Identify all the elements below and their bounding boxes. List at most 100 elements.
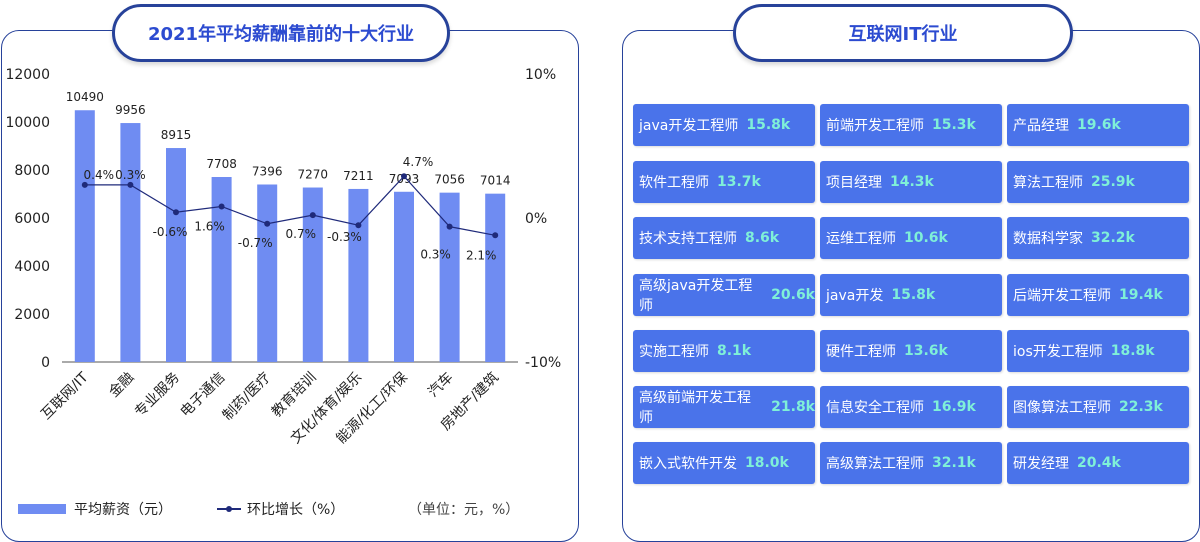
job-name: 运维工程师: [826, 231, 896, 247]
bar: [120, 123, 141, 362]
job-name: 嵌入式软件开发: [639, 456, 737, 472]
bar: [257, 184, 278, 362]
job-salary: 8.6k: [745, 230, 780, 246]
growth-value-label: 1.6%: [194, 219, 225, 233]
growth-point: [401, 173, 407, 180]
job-salary: 18.0k: [745, 455, 789, 471]
growth-point: [81, 181, 88, 188]
bar-value-label: 7270: [298, 168, 329, 182]
job-card: 数据科学家 32.2k: [1007, 217, 1189, 259]
job-salary: 13.6k: [904, 343, 948, 359]
job-salary: 13.7k: [717, 174, 761, 190]
legend-line-swatch: [217, 506, 241, 512]
growth-value-label: 2.1%: [466, 248, 497, 262]
growth-point: [492, 232, 499, 239]
job-card: java开发 15.8k: [820, 274, 1002, 316]
job-card: 运维工程师 10.6k: [820, 217, 1002, 259]
job-name: 高级算法工程师: [826, 456, 924, 472]
growth-point: [218, 203, 225, 210]
y-tick-label: 8000: [14, 163, 50, 179]
job-salary: 15.3k: [932, 117, 976, 133]
growth-point: [264, 220, 271, 227]
job-name: java开发: [826, 288, 884, 304]
job-salary: 20.4k: [1077, 455, 1121, 471]
growth-value-label: -0.7%: [238, 236, 273, 250]
job-salary: 14.3k: [890, 174, 934, 190]
job-salary: 10.6k: [904, 230, 948, 246]
y-tick-label: 10000: [5, 115, 50, 131]
it-jobs-title: 互联网IT行业: [733, 4, 1073, 62]
job-card: 实施工程师 8.1k: [633, 330, 815, 372]
job-name: 前端开发工程师: [826, 118, 924, 134]
y-tick-label: 6000: [14, 211, 50, 227]
job-name: 实施工程师: [639, 344, 709, 360]
bar: [211, 177, 232, 362]
job-salary: 8.1k: [717, 343, 752, 359]
legend-bar-swatch: [18, 504, 66, 514]
job-salary: 32.2k: [1091, 230, 1135, 246]
job-card: 嵌入式软件开发 18.0k: [633, 442, 815, 484]
job-name: 硬件工程师: [826, 344, 896, 360]
job-name: 数据科学家: [1013, 231, 1083, 247]
y-tick-label: 12000: [5, 67, 50, 83]
bar: [439, 192, 460, 362]
growth-value-label: 0.3%: [420, 248, 451, 262]
growth-value-label: 4.7%: [403, 155, 434, 169]
bar: [166, 148, 186, 362]
job-card: 高级前端开发工程师 21.8k: [633, 386, 815, 428]
y-tick-label: 4000: [14, 259, 50, 275]
category-label: 金融: [106, 370, 137, 401]
growth-point: [173, 209, 179, 216]
category-label: 专业服务: [132, 370, 183, 421]
job-salary: 25.9k: [1091, 174, 1135, 190]
job-card: 信息安全工程师 16.9k: [820, 386, 1002, 428]
job-salary: 19.6k: [1077, 117, 1121, 133]
job-salary: 20.6k: [771, 287, 815, 303]
legend-bar: 平均薪资（元）: [18, 499, 172, 519]
growth-point: [309, 212, 316, 219]
job-card: 图像算法工程师 22.3k: [1007, 386, 1189, 428]
job-salary: 22.3k: [1119, 399, 1163, 415]
y-tick-label: 0: [41, 355, 50, 371]
y-tick-label: 2000: [14, 307, 50, 323]
legend-line-label: 环比增长（%）: [247, 502, 345, 518]
job-card: 高级java开发工程师 20.6k: [633, 274, 815, 316]
growth-value-label: -0.6%: [153, 225, 188, 239]
job-name: 软件工程师: [639, 175, 709, 191]
bar-value-label: 9956: [115, 103, 146, 117]
job-name: 技术支持工程师: [639, 231, 737, 247]
job-card: ios开发工程师 18.8k: [1007, 330, 1189, 372]
unit-note: （单位：元，%）: [408, 502, 520, 518]
job-card: 硬件工程师 13.6k: [820, 330, 1002, 372]
job-card: 算法工程师 25.9k: [1007, 161, 1189, 203]
bar-value-label: 7014: [480, 174, 511, 188]
bar: [74, 110, 95, 363]
legend-line: 环比增长（%）: [217, 499, 344, 519]
growth-point: [355, 222, 362, 229]
job-name: 项目经理: [826, 175, 882, 191]
growth-value-label: 0.4%: [84, 168, 115, 182]
salary-chart: 0 2000 4000 6000 8000 10000 12000 -10% 0% 10% 1049…: [5, 67, 561, 447]
job-salary: 32.1k: [932, 455, 976, 471]
growth-value-label: 0.7%: [286, 227, 317, 241]
job-salary: 15.8k: [746, 117, 791, 133]
growth-point: [446, 223, 453, 230]
growth-value-label: 0.3%: [115, 168, 146, 182]
bar: [485, 193, 506, 362]
job-name: 高级java开发工程师: [639, 278, 753, 314]
y2-tick-label: 10%: [525, 67, 556, 83]
job-card: 项目经理 14.3k: [820, 161, 1002, 203]
growth-line: [84, 175, 496, 236]
chart-panel: [1, 30, 579, 542]
bar: [348, 188, 369, 362]
job-name: 图像算法工程师: [1013, 400, 1111, 416]
growth-value-label: -0.3%: [327, 230, 362, 244]
category-label: 互联网/IT: [38, 369, 92, 423]
bar-value-label: 7708: [206, 157, 237, 171]
job-name: ios开发工程师: [1013, 344, 1103, 360]
job-name: 后端开发工程师: [1013, 288, 1111, 304]
bar-value-label: 7056: [434, 173, 465, 187]
bar: [302, 187, 323, 362]
job-salary: 19.4k: [1119, 287, 1163, 303]
job-salary: 18.8k: [1110, 343, 1155, 359]
